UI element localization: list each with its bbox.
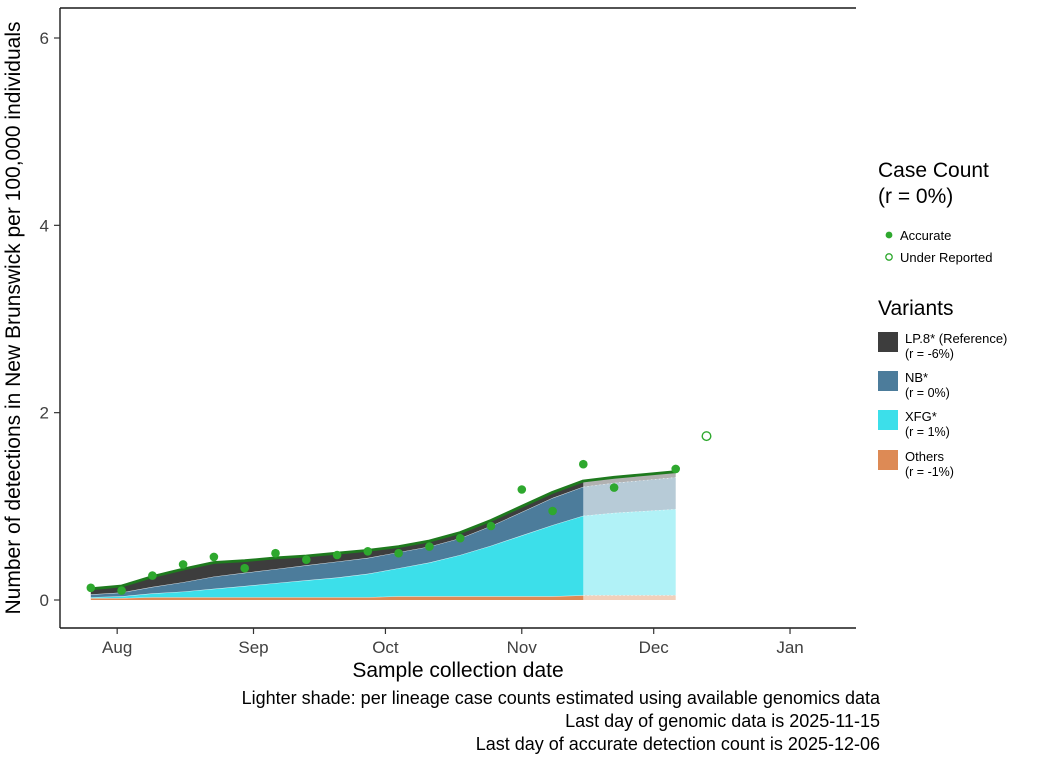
area-lp-8-reference-estimated <box>583 471 676 487</box>
y-tick-label: 0 <box>40 591 49 610</box>
accurate-case-point <box>548 506 557 516</box>
x-tick-label: Nov <box>507 638 538 657</box>
area-separator-estimated-xfg <box>583 508 676 517</box>
variant-growth-xfg: (r = 1%) <box>905 425 950 440</box>
y-tick-label: 6 <box>40 29 49 48</box>
detections-stacked-area-chart: 0 2 4 6 Aug Sep Oct Nov Dec Jan Sample collection … <box>2 7 856 682</box>
legend-item-lp8: LP.8* (Reference) (r = -6%) <box>878 330 1056 361</box>
variant-label-nb: NB* <box>905 370 929 386</box>
nb-color-swatch <box>878 371 898 392</box>
x-tick-label: Jan <box>776 638 803 657</box>
legend-item-under-reported-label: Under Reported <box>900 249 993 265</box>
x-tick-label: Aug <box>102 638 132 657</box>
accurate-case-point <box>178 560 188 569</box>
case-count-legend-subtitle: (r = 0%) <box>878 184 954 208</box>
legend-panel: Case Count (r = 0%) Accurate Under Repor… <box>878 158 1056 479</box>
accurate-case-point <box>363 547 373 556</box>
x-tick-label: Sep <box>238 638 268 657</box>
accurate-case-point <box>332 550 342 560</box>
accurate-case-point <box>609 483 619 492</box>
variant-growth-lp8: (r = -6%) <box>905 346 954 361</box>
legend-item-accurate: Accurate <box>878 224 1056 246</box>
variants-legend-title: Variants <box>878 297 954 321</box>
accurate-case-point <box>579 459 588 469</box>
total-detections-line <box>90 470 676 591</box>
case-count-legend-title: Case Count <box>878 159 989 182</box>
variants-legend-items: LP.8* (Reference) (r = -6%) NB* (r = 0%)… <box>878 330 1056 479</box>
variant-growth-others: (r = -1%) <box>905 464 954 479</box>
accurate-case-point <box>209 552 219 562</box>
accurate-case-point <box>240 563 249 573</box>
lp8-color-swatch <box>878 331 898 352</box>
accurate-case-point <box>271 548 280 558</box>
y-tick-label: 4 <box>40 216 49 235</box>
x-axis-title: Sample collection date <box>352 659 563 682</box>
accurate-case-point <box>86 583 96 593</box>
x-tick-label: Dec <box>639 638 670 657</box>
area-nb-estimated <box>583 477 676 516</box>
accurate-case-point <box>671 464 680 474</box>
y-axis-title: Number of detections in New Brunswick pe… <box>2 22 25 615</box>
accurate-case-point <box>117 586 126 595</box>
variant-label-xfg: XFG* <box>905 409 937 425</box>
legend-item-accurate-label: Accurate <box>900 227 952 243</box>
legend-item-under-reported: Under Reported <box>878 246 1056 268</box>
area-lp-8-reference-observed <box>90 481 584 595</box>
filled-circle-icon <box>878 227 900 243</box>
variant-growth-nb: (r = 0%) <box>905 386 950 401</box>
x-tick-label: Oct <box>372 638 399 657</box>
xfg-color-swatch <box>878 410 898 431</box>
area-xfg-observed <box>90 515 584 599</box>
legend-item-nb: NB* (r = 0%) <box>878 370 1056 401</box>
area-others-estimated <box>583 595 676 600</box>
others-color-swatch <box>878 449 898 470</box>
accurate-case-point <box>394 548 403 558</box>
caption-block: Lighter shade: per lineage case counts e… <box>242 687 880 756</box>
caption-genomic-data-date: Last day of genomic data is 2025-11-15 <box>565 711 880 732</box>
variant-label-others: Others <box>905 448 945 464</box>
variant-label-lp8: LP.8* (Reference) <box>905 330 1008 346</box>
y-tick-label: 2 <box>40 404 49 423</box>
area-nb-observed <box>90 486 584 598</box>
open-circle-icon <box>878 249 900 265</box>
case-count-legend-items: Accurate Under Reported <box>878 224 1056 268</box>
caption-accurate-count-date: Last day of accurate detection count is … <box>475 734 880 755</box>
accurate-case-point <box>148 571 157 580</box>
legend-item-xfg: XFG* (r = 1%) <box>878 410 1056 439</box>
accurate-case-point <box>455 533 465 543</box>
legend-item-others: Others (r = -1%) <box>878 448 1056 479</box>
area-separator-estimated-nb <box>583 476 676 488</box>
caption-lighter-shade: Lighter shade: per lineage case counts e… <box>241 688 880 708</box>
accurate-case-point <box>486 521 496 531</box>
under-reported-case-point <box>701 431 712 442</box>
accurate-case-point <box>302 555 311 564</box>
accurate-case-point <box>425 542 434 551</box>
accurate-case-point <box>517 485 527 494</box>
area-xfg-estimated <box>583 509 676 596</box>
